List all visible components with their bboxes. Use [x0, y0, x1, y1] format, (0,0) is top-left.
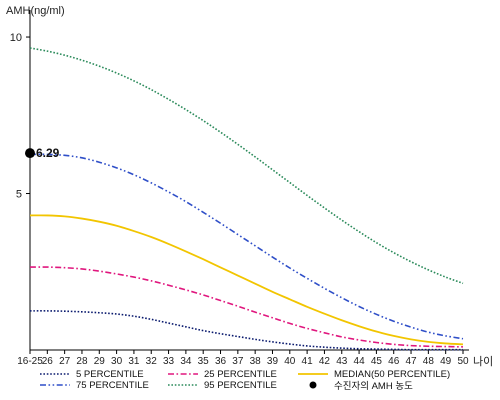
- y-tick-label: 5: [16, 189, 22, 201]
- x-tick-label: 42: [319, 356, 331, 367]
- legend: 5 PERCENTILE 25 PERCENTILE MEDIAN(50 PERCE…: [40, 369, 450, 392]
- x-tick-label: 40: [284, 356, 296, 367]
- legend-label: 75 PERCENTILE: [76, 380, 149, 391]
- patient-amh-value-label: 6.29: [36, 146, 60, 160]
- x-tick-label: 29: [94, 356, 106, 367]
- legend-patient-label: 수진자의 AMH 농도: [334, 381, 413, 392]
- x-tick-label: 46: [388, 356, 400, 367]
- x-tick-label: 39: [267, 356, 279, 367]
- series-line-75-percentile: [29, 153, 464, 340]
- x-tick-label: 45: [371, 356, 383, 367]
- x-tick-label: 37: [232, 356, 244, 367]
- x-tick-label: 43: [336, 356, 348, 367]
- patient-amh-point: [25, 148, 35, 159]
- legend-label: MEDIAN(50 PERCENTILE): [334, 369, 450, 380]
- x-tick-label: 27: [59, 356, 71, 367]
- x-tick-label: 41: [302, 356, 314, 367]
- x-tick-label: 32: [146, 356, 158, 367]
- series-line-median-50-percentile: [29, 214, 464, 346]
- x-tick-label: 16-25: [17, 356, 43, 367]
- series-line-95-percentile: [29, 47, 464, 285]
- x-tick-label: 44: [354, 356, 366, 367]
- patient-layer: 6.29: [25, 146, 60, 160]
- x-tick-label: 34: [180, 356, 192, 367]
- x-tick-label: 33: [163, 356, 175, 367]
- x-tick-label: 38: [250, 356, 262, 367]
- x-tick-label: 50: [457, 356, 469, 367]
- series-layer: [29, 47, 464, 351]
- series-line-5-percentile: [29, 310, 463, 351]
- x-tick-label: 28: [76, 356, 88, 367]
- x-tick-label: 47: [405, 356, 417, 367]
- x-tick-label: 49: [440, 356, 452, 367]
- x-tick-label: 35: [198, 356, 210, 367]
- x-tick-label: 48: [423, 356, 435, 367]
- x-tick-label: 30: [111, 356, 123, 367]
- legend-patient-marker: [309, 381, 317, 389]
- legend-label: 95 PERCENTILE: [204, 380, 277, 391]
- x-tick-label: 36: [215, 356, 227, 367]
- y-axis-title: AMH(ng/ml): [6, 5, 65, 17]
- x-tick-label: 26: [42, 356, 54, 367]
- x-tick-label: 31: [128, 356, 140, 367]
- legend-label: 5 PERCENTILE: [76, 369, 144, 380]
- x-axis-title: 나이: [473, 355, 493, 368]
- legend-label: 25 PERCENTILE: [204, 369, 277, 380]
- y-tick-label: 10: [10, 32, 22, 44]
